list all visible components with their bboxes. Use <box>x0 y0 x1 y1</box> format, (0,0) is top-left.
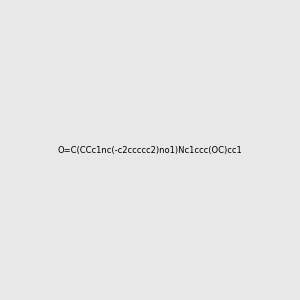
Text: O=C(CCc1nc(-c2ccccc2)no1)Nc1ccc(OC)cc1: O=C(CCc1nc(-c2ccccc2)no1)Nc1ccc(OC)cc1 <box>58 146 242 154</box>
